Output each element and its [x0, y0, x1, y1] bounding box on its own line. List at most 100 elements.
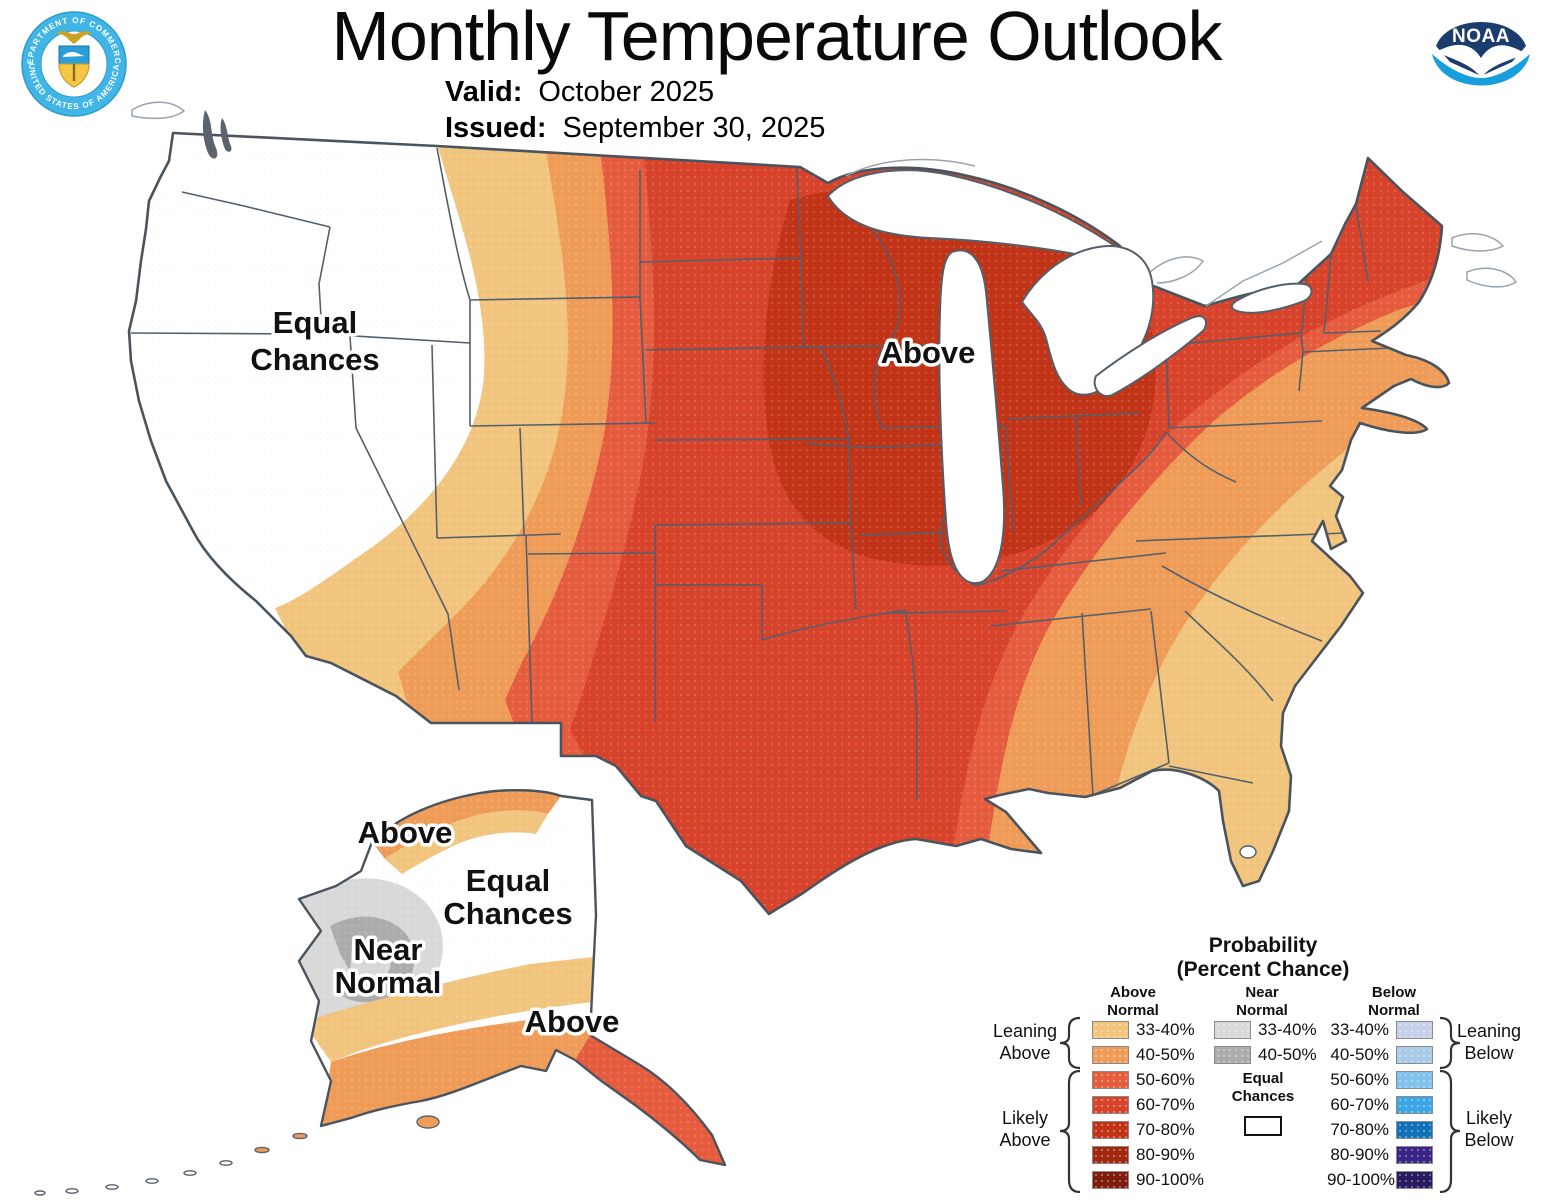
- legend-equal-chances-swatch: [1244, 1116, 1282, 1136]
- legend-title-line1: Probability: [1208, 934, 1318, 957]
- legend-swatch: [1092, 1071, 1129, 1089]
- legend-swatch: [1396, 1021, 1433, 1039]
- legend-leaning-above: Leaning Above: [992, 1021, 1058, 1063]
- legend-row: 70-80%: [1092, 1120, 1204, 1139]
- legend-braces: [1059, 1016, 1461, 1194]
- lake-erie: [1093, 315, 1207, 398]
- aleutian-islands: [34, 1115, 440, 1196]
- legend-row: 80-90%: [1092, 1145, 1204, 1164]
- legend-range-label: 90-100%: [1136, 1170, 1205, 1189]
- issued-label: Issued:: [445, 112, 547, 144]
- legend-likely-below: Likely Below: [1464, 1108, 1514, 1150]
- great-lakes: [826, 169, 1313, 859]
- valid-value: October 2025: [538, 76, 715, 108]
- legend-swatch: [1396, 1121, 1433, 1139]
- brace-leaning-below: [1439, 1016, 1461, 1070]
- label-ak-near-2: Normal: [335, 965, 442, 1000]
- puget-sound: [202, 110, 232, 159]
- noaa-logo-text: NOAA: [1452, 26, 1510, 47]
- noaa-wave: [1432, 54, 1530, 86]
- legend-swatch: [1092, 1046, 1129, 1064]
- legend-row: 40-50%: [1092, 1045, 1204, 1064]
- legend-swatch: [1396, 1096, 1433, 1114]
- legend-swatch: [1396, 1071, 1433, 1089]
- alaska-outline: [297, 788, 727, 1167]
- legend-above-column: 33-40% 40-50% 50-60% 60-70% 70-80% 80-90…: [1092, 1020, 1205, 1196]
- legend-range-label: 90-100%: [1327, 1170, 1396, 1189]
- legend-row: 33-40%: [1327, 1020, 1433, 1039]
- legend-range-label: 50-60%: [1330, 1070, 1389, 1089]
- conus-outline: [127, 131, 1451, 916]
- legend-leaning-below: Leaning Below: [1456, 1021, 1522, 1063]
- legend-title-line2: (Percent Chance): [1176, 958, 1350, 981]
- noaa-bird-icon: [1436, 44, 1526, 78]
- canada-outlines: [131, 101, 1518, 307]
- valid-line: Valid: October 2025: [445, 76, 714, 109]
- lake-okeechobee: [1239, 845, 1257, 859]
- legend-row: 40-50%: [1214, 1045, 1317, 1064]
- legend-row: 60-70%: [1092, 1095, 1204, 1114]
- lake-ontario: [1230, 282, 1313, 314]
- legend-header-near: Near Normal: [1236, 984, 1288, 1019]
- legend-range-label: 40-50%: [1330, 1045, 1389, 1064]
- legend-row: 33-40%: [1092, 1020, 1204, 1039]
- legend-row: 60-70%: [1327, 1095, 1433, 1114]
- legend-swatch: [1092, 1121, 1129, 1139]
- legend-range-label: 60-70%: [1136, 1095, 1195, 1114]
- legend-swatch: [1092, 1021, 1129, 1039]
- lake-michigan: [938, 249, 1006, 585]
- legend-below-column: 33-40% 40-50% 50-60% 60-70% 70-80% 80-90…: [1327, 1020, 1433, 1196]
- legend-swatch: [1092, 1096, 1129, 1114]
- label-ak-near-1: Near: [354, 932, 423, 967]
- issued-line: Issued: September 30, 2025: [445, 112, 825, 145]
- legend-likely-above: Likely Above: [999, 1108, 1051, 1150]
- label-conus-equal-chances-1: Equal: [273, 305, 357, 340]
- page-title: Monthly Temperature Outlook: [331, 0, 1223, 75]
- brace-likely-below: [1439, 1069, 1461, 1194]
- legend-range-label: 70-80%: [1136, 1120, 1195, 1139]
- noaa-logo: NOAA: [1429, 7, 1533, 111]
- legend-range-label: 33-40%: [1330, 1020, 1389, 1039]
- alaska-probability-bands: [299, 790, 725, 1165]
- legend-range-label: 80-90%: [1136, 1145, 1195, 1164]
- legend-row: 70-80%: [1327, 1120, 1433, 1139]
- legend-swatch: [1396, 1171, 1433, 1189]
- legend-swatch: [1214, 1021, 1251, 1039]
- label-ak-above-s: Above: [525, 1004, 620, 1039]
- issued-value: September 30, 2025: [562, 112, 826, 144]
- legend-row: 50-60%: [1092, 1070, 1204, 1089]
- commerce-eagle-icon: [56, 31, 92, 44]
- noaa-fan: [1436, 22, 1526, 76]
- legend-range-label: 60-70%: [1330, 1095, 1389, 1114]
- legend-row: 90-100%: [1092, 1170, 1205, 1189]
- legend-swatch: [1092, 1171, 1129, 1189]
- legend-equal-chances-label: Equal Chances: [1231, 1070, 1295, 1105]
- valid-label: Valid:: [445, 76, 523, 108]
- legend-row: 50-60%: [1327, 1070, 1433, 1089]
- legend-range-label: 40-50%: [1136, 1045, 1195, 1064]
- legend-header-below: Below Normal: [1368, 984, 1420, 1019]
- legend-swatch: [1396, 1146, 1433, 1164]
- label-ak-equal-2: Chances: [443, 896, 572, 931]
- commerce-shield-icon: [58, 45, 90, 88]
- label-ak-equal-1: Equal: [466, 863, 550, 898]
- legend-range-label: 33-40%: [1136, 1020, 1195, 1039]
- legend-row: 80-90%: [1327, 1145, 1433, 1164]
- legend-title: Probability (Percent Chance): [1123, 934, 1403, 982]
- brace-likely-above: [1059, 1069, 1081, 1194]
- legend-range-label: 80-90%: [1330, 1145, 1389, 1164]
- legend-header-above: Above Normal: [1107, 984, 1159, 1019]
- brace-leaning-above: [1059, 1016, 1081, 1070]
- label-conus-above: Above: [881, 335, 976, 370]
- legend-range-label: 50-60%: [1136, 1070, 1195, 1089]
- legend-swatch: [1214, 1046, 1251, 1064]
- legend-range-label: 33-40%: [1258, 1020, 1317, 1039]
- commerce-seal-logo: DEPARTMENT OF COMMERCE UNITED STATES OF …: [16, 6, 127, 117]
- label-ak-above-nw: Above: [358, 815, 453, 850]
- ak-texture: [299, 790, 725, 1165]
- legend-row: 40-50%: [1327, 1045, 1433, 1064]
